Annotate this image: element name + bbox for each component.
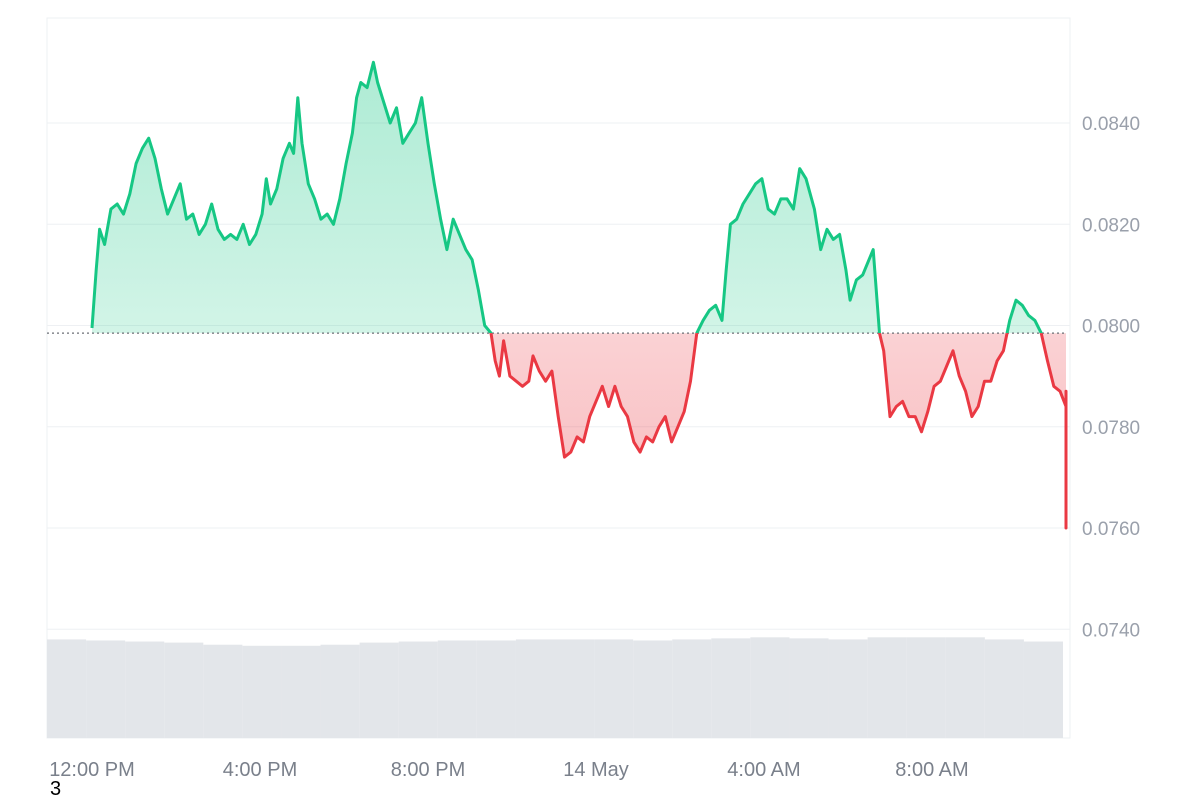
volume-bar — [789, 638, 829, 738]
y-tick-label: 0.0760 — [1082, 519, 1140, 540]
volume-bar — [711, 638, 751, 738]
volume-bar — [555, 639, 595, 738]
volume-bar — [47, 639, 87, 738]
volume-bar — [1023, 641, 1063, 738]
area-fills — [92, 62, 1066, 528]
volume-bar — [86, 640, 126, 738]
y-tick-label: 0.0780 — [1082, 418, 1140, 439]
y-axis-ticks: 0.0840 0.0820 0.0800 0.0780 0.0760 0.074… — [1082, 114, 1140, 641]
x-tick-label: 8:00 PM — [391, 759, 465, 781]
y-tick-label: 0.0820 — [1082, 215, 1140, 236]
volume-bar — [125, 641, 165, 738]
volume-bar — [320, 644, 360, 738]
volume-bar — [515, 639, 555, 738]
x-tick-label: 4:00 PM — [223, 759, 297, 781]
volume-bar — [164, 642, 204, 738]
volume-bar — [750, 637, 790, 738]
corner-annotation: 3 — [50, 778, 62, 800]
price-line-below — [489, 333, 1068, 530]
x-tick-label: 14 May — [563, 759, 629, 781]
price-line-above — [90, 60, 1043, 334]
volume-bar — [476, 640, 516, 738]
volume-bar — [867, 637, 907, 738]
area-fill-above — [92, 62, 1042, 334]
volume-bar — [945, 637, 985, 738]
volume-bar — [242, 645, 282, 738]
volume-bar — [281, 645, 321, 738]
y-tick-label: 0.0740 — [1082, 620, 1140, 641]
y-tick-label: 0.0800 — [1082, 317, 1140, 338]
volume-bar — [672, 639, 712, 738]
volume-bar — [828, 639, 868, 738]
price-lines — [90, 60, 1068, 530]
volume-bar — [594, 639, 634, 738]
volume-bars — [47, 637, 1063, 738]
x-tick-label: 12:00 PM — [49, 759, 135, 781]
x-axis-ticks: 12:00 PM 4:00 PM 8:00 PM 14 May 4:00 AM … — [49, 759, 969, 781]
volume-bar — [359, 642, 399, 738]
x-tick-label: 4:00 AM — [727, 759, 800, 781]
volume-bar — [398, 641, 438, 738]
volume-bar — [633, 640, 673, 738]
volume-bar — [203, 644, 243, 738]
y-tick-label: 0.0840 — [1082, 114, 1140, 135]
volume-bar — [906, 637, 946, 738]
x-tick-label: 8:00 AM — [895, 759, 968, 781]
area-fill-below — [92, 333, 1066, 528]
volume-bar — [984, 639, 1024, 738]
volume-bar — [437, 640, 477, 738]
